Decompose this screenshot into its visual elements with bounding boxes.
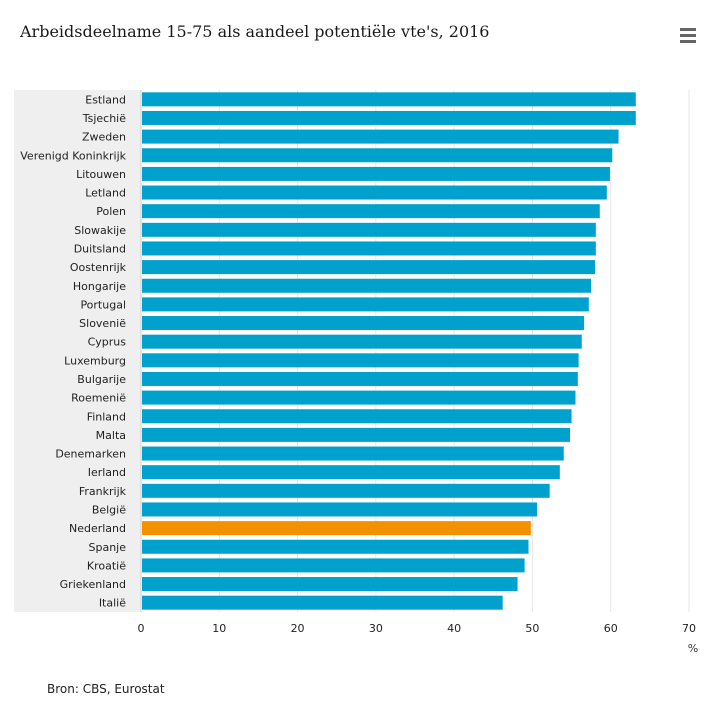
- bar: [142, 446, 564, 461]
- category-label: Roemenië: [71, 392, 126, 405]
- x-tick-label: 60: [604, 622, 618, 635]
- bar: [142, 92, 636, 107]
- category-label: Nederland: [69, 522, 126, 535]
- x-tick-label: 70: [682, 622, 696, 635]
- category-label: Hongarije: [73, 280, 126, 293]
- bar: [142, 260, 596, 275]
- bar: [142, 502, 538, 517]
- bar: [142, 148, 613, 163]
- bar: [142, 110, 636, 125]
- x-tick-label: 0: [138, 622, 145, 635]
- source-note: Bron: CBS, Eurostat: [47, 682, 165, 696]
- bar: [142, 595, 503, 610]
- category-label: Duitsland: [74, 242, 126, 255]
- category-label: Letland: [85, 187, 126, 200]
- bar: [142, 166, 610, 181]
- bar: [142, 334, 582, 349]
- category-label-background: [14, 90, 141, 612]
- bar: [142, 390, 576, 405]
- category-label: België: [92, 503, 126, 516]
- bar: [142, 241, 596, 256]
- bar: [142, 129, 619, 144]
- bar: [142, 409, 572, 424]
- category-label: Slovenië: [79, 317, 126, 330]
- category-label: Estland: [85, 93, 126, 106]
- bar: [142, 427, 571, 442]
- bar-highlight: [142, 521, 531, 536]
- bar: [142, 539, 529, 554]
- x-tick-label: 40: [447, 622, 461, 635]
- category-label: Frankrijk: [79, 485, 127, 498]
- bar: [142, 185, 607, 200]
- bar: [142, 483, 550, 498]
- category-label: Litouwen: [76, 168, 126, 181]
- category-label: Oostenrijk: [70, 261, 127, 274]
- bar: [142, 465, 560, 480]
- category-label: Verenigd Koninkrijk: [20, 149, 126, 162]
- category-label: Ierland: [88, 466, 126, 479]
- category-label: Slowakije: [74, 224, 126, 237]
- category-label: Spanje: [88, 541, 126, 554]
- category-label: Denemarken: [55, 448, 126, 461]
- x-tick-label: 10: [212, 622, 226, 635]
- bar: [142, 222, 596, 237]
- category-label: Bulgarije: [77, 373, 126, 386]
- category-label: Luxemburg: [64, 354, 126, 367]
- hamburger-menu-icon[interactable]: [680, 28, 696, 44]
- bar: [142, 577, 518, 592]
- x-tick-label: 30: [369, 622, 383, 635]
- category-label: Zweden: [82, 131, 126, 144]
- bar: [142, 297, 589, 312]
- bar: [142, 204, 600, 219]
- bar: [142, 353, 579, 368]
- category-label: Malta: [96, 429, 126, 442]
- category-label: Kroatië: [87, 559, 126, 572]
- category-label: Finland: [87, 410, 126, 423]
- category-label: Polen: [96, 205, 126, 218]
- x-tick-label: 50: [525, 622, 539, 635]
- chart-title: Arbeidsdeelname 15-75 als aandeel potent…: [20, 22, 490, 41]
- x-unit-label: %: [688, 642, 698, 655]
- bar: [142, 371, 578, 386]
- bar: [142, 316, 585, 331]
- category-label: Cyprus: [88, 336, 127, 349]
- x-tick-label: 20: [291, 622, 305, 635]
- category-label: Griekenland: [60, 578, 126, 591]
- category-label: Italië: [99, 597, 126, 610]
- category-label: Tsjechië: [82, 112, 127, 125]
- category-label: Portugal: [80, 298, 126, 311]
- bar: [142, 558, 525, 573]
- bar: [142, 278, 592, 293]
